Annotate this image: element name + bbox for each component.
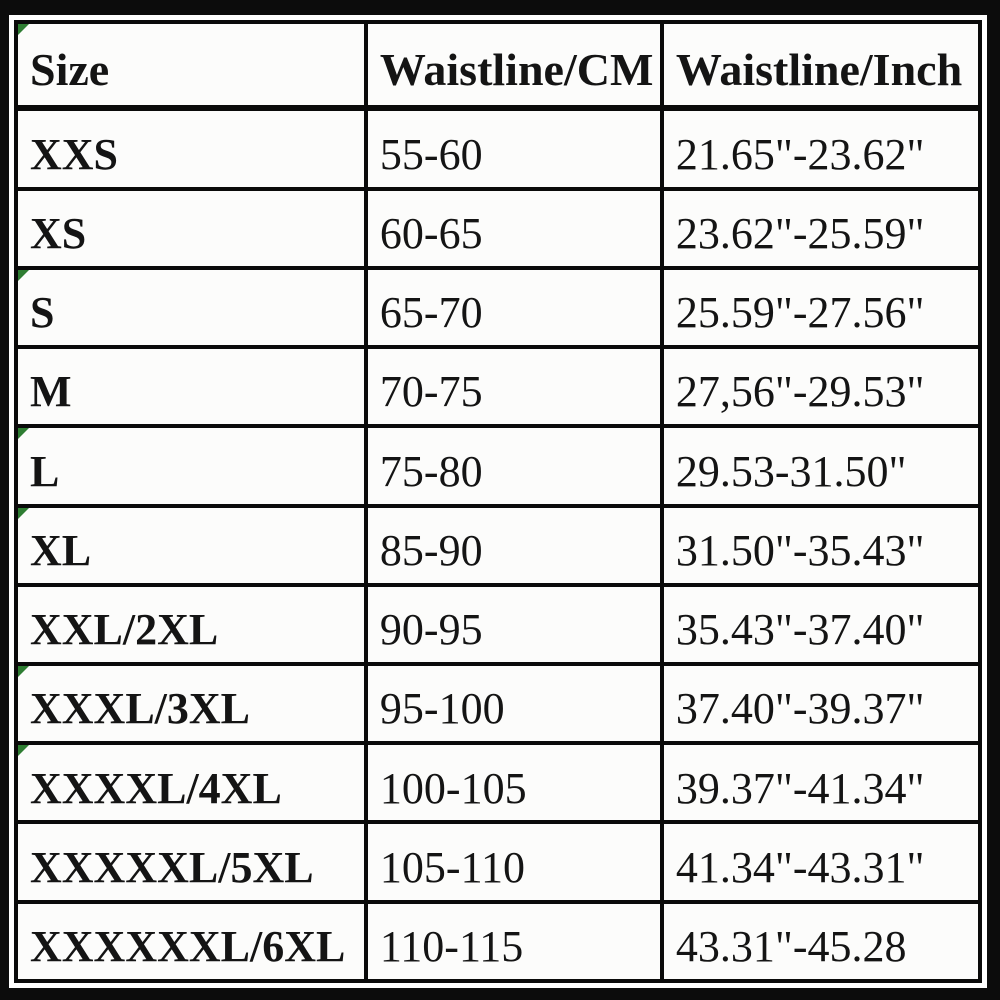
size-label: S — [30, 288, 55, 338]
size-label: XXL/2XL — [30, 605, 219, 655]
cm-value: 75-80 — [379, 446, 483, 496]
inch-value: 37.40"-39.37" — [675, 684, 925, 734]
cm-value: 95-100 — [379, 684, 505, 734]
size-label: XXXL/3XL — [30, 684, 251, 734]
size-cell: XL — [14, 503, 368, 587]
inch-value: 39.37"-41.34" — [675, 763, 925, 813]
size-label: M — [30, 367, 72, 417]
inch-cell: 35.43"-37.40" — [659, 582, 983, 667]
inch-cell: 25.59"-27.56" — [659, 265, 983, 350]
column-header-size: Size — [14, 20, 368, 111]
cm-value: 105-110 — [379, 842, 525, 892]
column-header-waistline-inch: Waistline/Inch — [659, 20, 983, 111]
cm-cell: 55-60 — [363, 106, 664, 191]
cm-value: 65-70 — [379, 288, 483, 338]
column-header-waistline-cm: Waistline/CM — [363, 20, 664, 111]
cm-value: 100-105 — [379, 763, 527, 813]
inch-value: 31.50"-35.43" — [675, 525, 925, 575]
excel-corner-marker-icon — [19, 430, 29, 440]
table-row: XXXL/3XL 95-100 37.40"-39.37" — [14, 661, 983, 746]
table-row: L 75-80 29.53-31.50" — [14, 424, 983, 508]
size-cell: XXXXXL/5XL — [14, 820, 368, 904]
size-label: XS — [30, 208, 87, 258]
table-row: XXXXL/4XL 100-105 39.37"-41.34" — [14, 741, 983, 825]
inch-value: 29.53-31.50" — [675, 446, 907, 496]
inch-value: 41.34"-43.31" — [675, 842, 925, 892]
size-cell: XXXL/3XL — [14, 661, 368, 746]
cm-cell: 70-75 — [363, 345, 664, 429]
cm-cell: 95-100 — [363, 661, 664, 746]
inch-cell: 43.31"-45.28 — [659, 899, 983, 984]
inch-cell: 29.53-31.50" — [659, 424, 983, 508]
size-cell: XXXXXXL/6XL — [14, 899, 368, 984]
table-row: XL 85-90 31.50"-35.43" — [14, 503, 983, 587]
cm-cell: 60-65 — [363, 186, 664, 270]
inch-cell: 27,56"-29.53" — [659, 345, 983, 429]
table-row: S 65-70 25.59"-27.56" — [14, 265, 983, 350]
header-label: Waistline/CM — [379, 44, 654, 96]
cm-cell: 85-90 — [363, 503, 664, 587]
size-label: XXS — [30, 129, 119, 179]
table-row: XXXXXXL/6XL 110-115 43.31"-45.28 — [14, 899, 983, 984]
size-cell: XXS — [14, 106, 368, 191]
cm-cell: 105-110 — [363, 820, 664, 904]
size-label: XXXXXL/5XL — [30, 842, 314, 892]
inch-cell: 23.62"-25.59" — [659, 186, 983, 270]
cm-cell: 65-70 — [363, 265, 664, 350]
header-label: Size — [30, 44, 110, 96]
inch-cell: 37.40"-39.37" — [659, 661, 983, 746]
cm-cell: 110-115 — [363, 899, 664, 984]
excel-corner-marker-icon — [19, 271, 29, 281]
inch-value: 21.65"-23.62" — [675, 129, 925, 179]
table-row: XXS 55-60 21.65"-23.62" — [14, 106, 983, 191]
excel-corner-marker-icon — [19, 668, 29, 677]
cm-value: 70-75 — [379, 367, 483, 417]
table-row: XS 60-65 23.62"-25.59" — [14, 186, 983, 270]
size-label: XL — [30, 525, 92, 575]
size-cell: M — [14, 345, 368, 429]
inch-cell: 41.34"-43.31" — [659, 820, 983, 904]
cm-value: 85-90 — [379, 525, 483, 575]
inch-value: 23.62"-25.59" — [675, 208, 925, 258]
excel-corner-marker-icon — [19, 26, 29, 35]
spreadsheet-background: Size Waistline/CM Waistline/Inch XXS 55-… — [9, 15, 987, 988]
cm-cell: 90-95 — [363, 582, 664, 667]
size-label: XXXXXXL/6XL — [30, 922, 346, 972]
excel-corner-marker-icon — [19, 747, 29, 757]
header-row: Size Waistline/CM Waistline/Inch — [14, 20, 983, 111]
size-cell: XXL/2XL — [14, 582, 368, 667]
inch-value: 25.59"-27.56" — [675, 288, 925, 338]
size-label: L — [30, 446, 60, 496]
size-label: XXXXL/4XL — [30, 763, 282, 813]
cm-value: 60-65 — [379, 208, 483, 258]
table-row: M 70-75 27,56"-29.53" — [14, 345, 983, 429]
size-cell: S — [14, 265, 368, 350]
cm-value: 110-115 — [379, 922, 524, 972]
size-cell: XXXXL/4XL — [14, 741, 368, 825]
inch-cell: 39.37"-41.34" — [659, 741, 983, 825]
inch-value: 35.43"-37.40" — [675, 605, 925, 655]
size-cell: L — [14, 424, 368, 508]
table-row: XXXXXL/5XL 105-110 41.34"-43.31" — [14, 820, 983, 904]
header-label: Waistline/Inch — [675, 44, 963, 96]
inch-cell: 31.50"-35.43" — [659, 503, 983, 587]
inch-value: 27,56"-29.53" — [675, 367, 925, 417]
cm-value: 90-95 — [379, 605, 483, 655]
cm-value: 55-60 — [379, 129, 483, 179]
inch-cell: 21.65"-23.62" — [659, 106, 983, 191]
size-cell: XS — [14, 186, 368, 270]
inch-value: 43.31"-45.28 — [675, 922, 907, 972]
cm-cell: 75-80 — [363, 424, 664, 508]
cm-cell: 100-105 — [363, 741, 664, 825]
excel-corner-marker-icon — [19, 509, 29, 519]
size-chart-table: Size Waistline/CM Waistline/Inch XXS 55-… — [14, 20, 983, 984]
table-row: XXL/2XL 90-95 35.43"-37.40" — [14, 582, 983, 667]
